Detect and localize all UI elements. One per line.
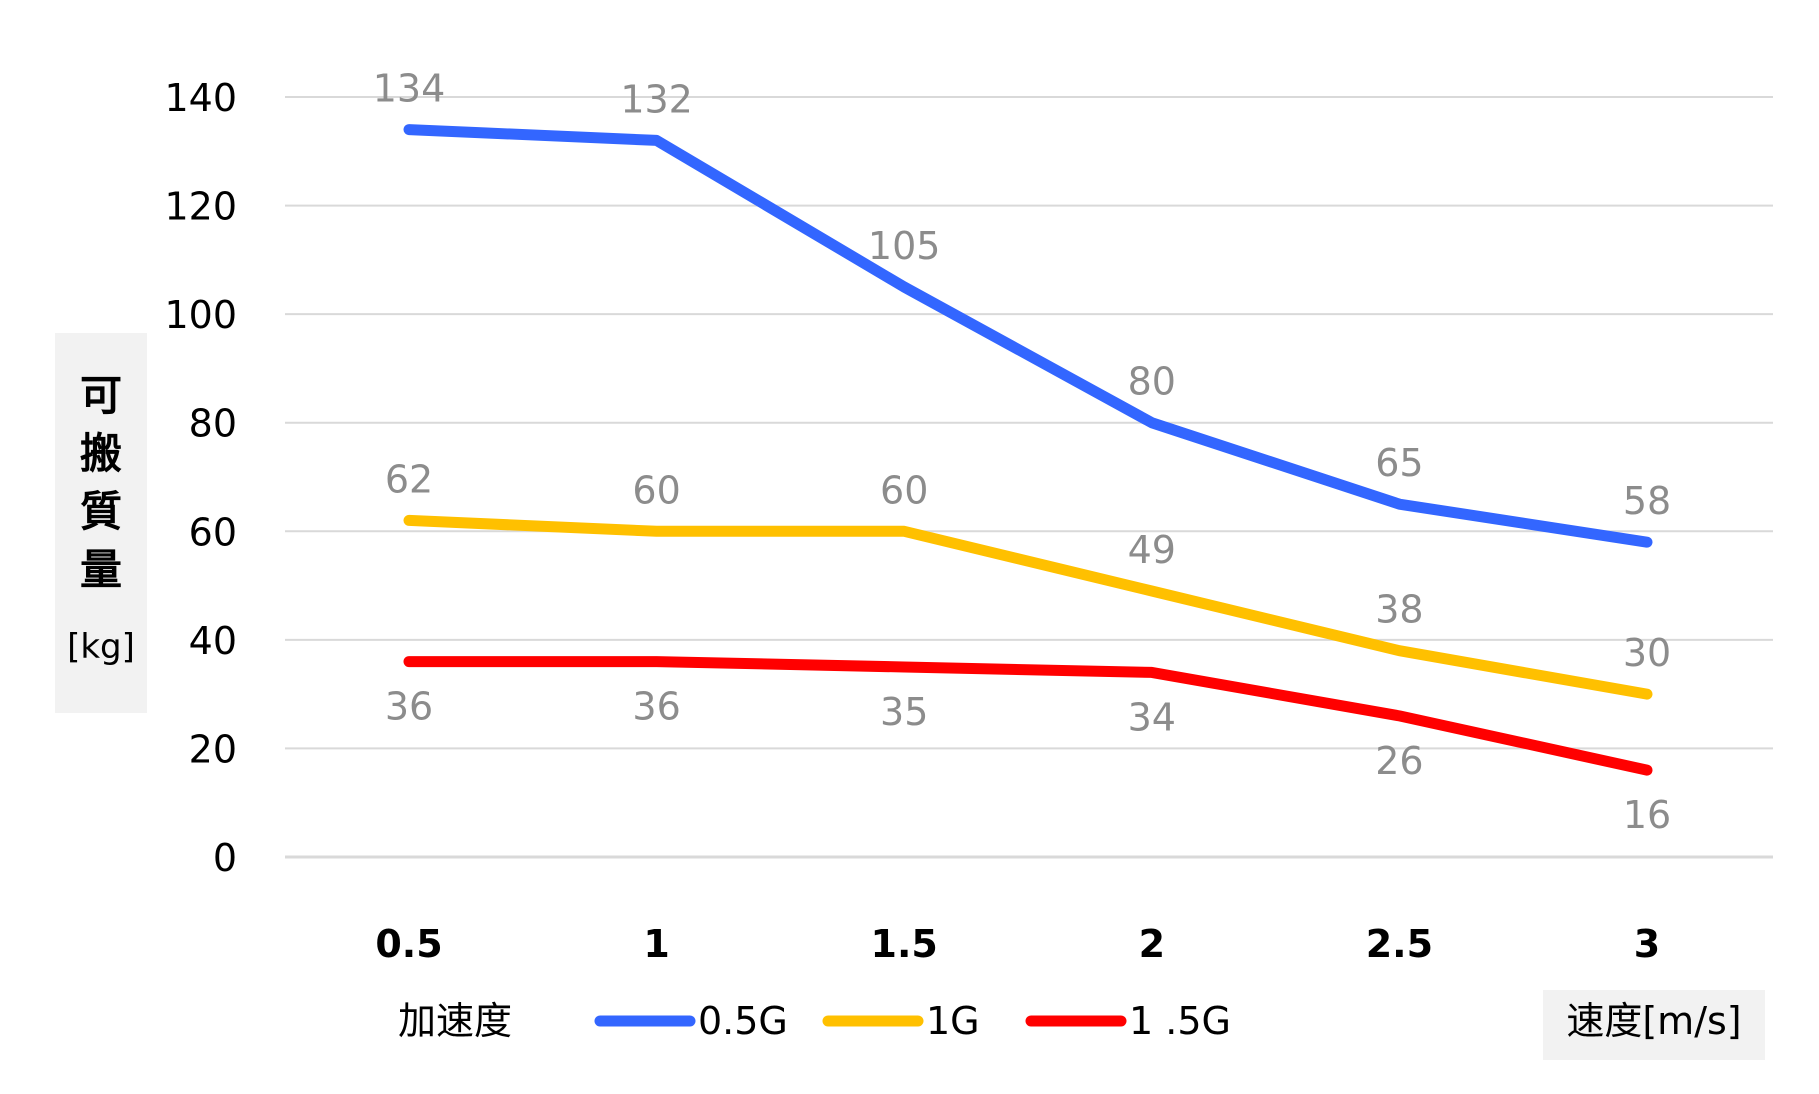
y-tick-label: 120 bbox=[164, 185, 237, 229]
legend: 加速度 0.5G 1G 1 .5G bbox=[398, 999, 1231, 1043]
data-label: 80 bbox=[1128, 360, 1176, 404]
y-axis-tick-labels: 0 20 40 60 80 100 120 140 bbox=[164, 76, 237, 880]
data-label: 38 bbox=[1375, 588, 1423, 632]
y-tick-label: 0 bbox=[213, 836, 237, 880]
data-label: 105 bbox=[868, 224, 941, 268]
y-axis-title-char: 可 bbox=[80, 371, 122, 420]
data-label: 60 bbox=[880, 468, 928, 512]
data-label: 26 bbox=[1375, 739, 1423, 783]
x-axis-title: 速度[m/s] bbox=[1543, 990, 1765, 1060]
data-label: 134 bbox=[373, 67, 446, 111]
y-axis-title-text: 可搬質量 bbox=[80, 371, 122, 594]
y-axis-title: 可搬質量 [kg] bbox=[55, 333, 147, 713]
y-tick-label: 20 bbox=[189, 727, 237, 771]
data-label: 30 bbox=[1623, 631, 1671, 675]
x-tick-label: 1 bbox=[643, 922, 669, 966]
data-label: 36 bbox=[385, 685, 433, 729]
data-label: 34 bbox=[1128, 695, 1176, 739]
data-label: 49 bbox=[1128, 528, 1176, 572]
x-tick-label: 0.5 bbox=[375, 922, 442, 966]
y-axis-title-char: 搬 bbox=[80, 429, 122, 478]
y-tick-label: 80 bbox=[189, 402, 237, 446]
legend-title: 加速度 bbox=[398, 999, 512, 1043]
x-tick-label: 2 bbox=[1139, 922, 1165, 966]
data-label: 60 bbox=[632, 468, 680, 512]
x-axis-title-text: 速度[m/s] bbox=[1566, 999, 1741, 1043]
y-axis-title-char: 量 bbox=[80, 545, 122, 594]
grid-layer bbox=[285, 96, 1773, 859]
x-tick-label: 1.5 bbox=[871, 922, 938, 966]
x-tick-label: 3 bbox=[1634, 922, 1660, 966]
data-label: 58 bbox=[1623, 479, 1671, 523]
y-axis-title-box bbox=[55, 333, 147, 713]
data-label: 65 bbox=[1375, 441, 1423, 485]
data-label: 35 bbox=[880, 690, 928, 734]
data-label: 132 bbox=[620, 77, 693, 121]
y-axis-title-char: 質 bbox=[80, 487, 122, 536]
y-axis-unit: [kg] bbox=[67, 627, 135, 667]
x-tick-label: 2.5 bbox=[1366, 922, 1433, 966]
y-tick-label: 60 bbox=[189, 510, 237, 554]
data-label: 62 bbox=[385, 457, 433, 501]
y-tick-label: 100 bbox=[164, 293, 237, 337]
data-label: 16 bbox=[1623, 793, 1671, 837]
x-axis-tick-labels: 0.5 1 1.5 2 2.5 3 bbox=[375, 922, 1660, 966]
legend-label: 0.5G bbox=[698, 999, 788, 1043]
y-tick-label: 40 bbox=[189, 619, 237, 663]
legend-label: 1G bbox=[926, 999, 980, 1043]
series-line bbox=[403, 656, 1653, 776]
series-line bbox=[403, 124, 1653, 548]
legend-label: 1 .5G bbox=[1129, 999, 1231, 1043]
data-labels: 134 132 105 80 65 58 62 60 60 49 38 30 36 36 35 34 26 16 bbox=[373, 67, 1671, 838]
series-line bbox=[403, 514, 1653, 700]
data-label: 36 bbox=[632, 685, 680, 729]
y-tick-label: 140 bbox=[164, 76, 237, 120]
series-lines bbox=[403, 124, 1653, 776]
x-axis-title-box bbox=[1543, 990, 1765, 1060]
